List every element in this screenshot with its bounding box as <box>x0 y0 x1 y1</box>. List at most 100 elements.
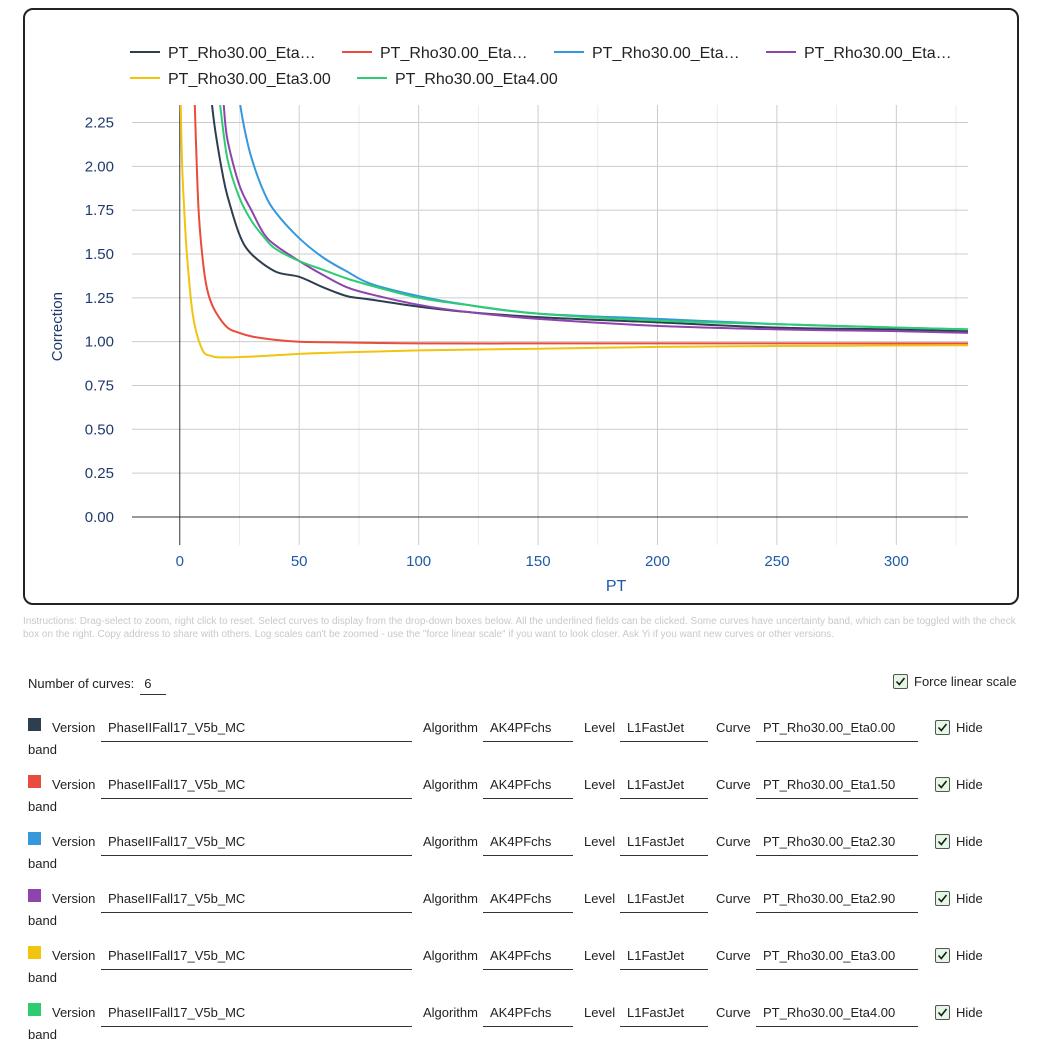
y-tick-label: 1.25 <box>85 290 114 307</box>
hide-band-toggle[interactable]: Hide <box>935 1005 983 1020</box>
hide-band-checkbox[interactable] <box>935 777 950 792</box>
version-label: Version <box>52 777 96 792</box>
level-select[interactable]: L1FastJet <box>620 777 708 799</box>
instructions-text: Instructions: Drag-select to zoom, right… <box>23 616 1016 640</box>
level-select[interactable]: L1FastJet <box>620 834 708 856</box>
hide-band-checkbox[interactable] <box>935 891 950 906</box>
algorithm-select[interactable]: AK4PFchs <box>483 777 573 799</box>
x-tick-label: 50 <box>291 553 308 570</box>
curve-color-swatch <box>28 889 41 902</box>
hide-label: Hide <box>956 777 983 792</box>
y-tick-label: 1.00 <box>85 334 114 351</box>
correction-chart[interactable]: 0 50 100 150 200 250 300 0.00 0.25 0.50 0.75 1.00 1.… <box>25 10 1019 605</box>
hide-band-toggle[interactable]: Hide <box>935 891 983 906</box>
level-select[interactable]: L1FastJet <box>620 891 708 913</box>
series-line-1 <box>211 105 968 333</box>
legend-label: PT_Rho30.00_Eta4.00 <box>395 71 558 88</box>
series-line-2 <box>193 105 968 345</box>
x-axis-label: PT <box>606 578 627 595</box>
y-tick-label: 1.50 <box>85 246 114 263</box>
band-label: band <box>28 742 57 757</box>
curve-select[interactable]: PT_Rho30.00_Eta3.00 <box>756 948 918 970</box>
level-label: Level <box>584 720 616 735</box>
algorithm-label: Algorithm <box>423 948 478 963</box>
curve-row: Version PhaseIIFall17_V5b_MC Algorithm AK4P… <box>28 832 1028 872</box>
x-tick-label: 300 <box>884 553 909 570</box>
force-linear-checkbox[interactable] <box>893 674 908 689</box>
hide-label: Hide <box>956 948 983 963</box>
algorithm-label: Algorithm <box>423 891 478 906</box>
hide-band-toggle[interactable]: Hide <box>935 777 983 792</box>
hide-band-checkbox[interactable] <box>935 834 950 849</box>
band-label: band <box>28 856 57 871</box>
level-select[interactable]: L1FastJet <box>620 1005 708 1027</box>
curve-label: Curve <box>716 891 751 906</box>
curve-select[interactable]: PT_Rho30.00_Eta2.30 <box>756 834 918 856</box>
y-tick-label: 0.00 <box>85 509 114 526</box>
algorithm-label: Algorithm <box>423 777 478 792</box>
level-label: Level <box>584 777 616 792</box>
level-select[interactable]: L1FastJet <box>620 948 708 970</box>
version-select[interactable]: PhaseIIFall17_V5b_MC <box>101 1005 412 1027</box>
y-tick-label: 0.25 <box>85 465 114 482</box>
version-label: Version <box>52 834 96 849</box>
x-tick-label: 100 <box>406 553 431 570</box>
curve-select[interactable]: PT_Rho30.00_Eta1.50 <box>756 777 918 799</box>
version-label: Version <box>52 1005 96 1020</box>
y-tick-label: 1.75 <box>85 202 114 219</box>
hide-band-checkbox[interactable] <box>935 948 950 963</box>
checkmark-icon <box>937 723 948 732</box>
hide-band-checkbox[interactable] <box>935 720 950 735</box>
hide-label: Hide <box>956 720 983 735</box>
algorithm-label: Algorithm <box>423 834 478 849</box>
checkmark-icon <box>937 951 948 960</box>
curve-count-select[interactable]: 6 <box>140 676 167 695</box>
curve-color-swatch <box>28 832 41 845</box>
curve-label: Curve <box>716 1005 751 1020</box>
curve-label: Curve <box>716 834 751 849</box>
version-label: Version <box>52 720 96 735</box>
curve-select[interactable]: PT_Rho30.00_Eta2.90 <box>756 891 918 913</box>
legend-label: PT_Rho30.00_Eta… <box>380 45 528 62</box>
version-select[interactable]: PhaseIIFall17_V5b_MC <box>101 891 412 913</box>
curve-color-swatch <box>28 946 41 959</box>
x-tick-label: 0 <box>176 553 184 570</box>
algorithm-select[interactable]: AK4PFchs <box>483 834 573 856</box>
curve-label: Curve <box>716 777 751 792</box>
curve-count-label: Number of curves: <box>28 676 135 691</box>
checkmark-icon <box>937 1008 948 1017</box>
version-select[interactable]: PhaseIIFall17_V5b_MC <box>101 777 412 799</box>
algorithm-select[interactable]: AK4PFchs <box>483 720 573 742</box>
hide-label: Hide <box>956 1005 983 1020</box>
level-select[interactable]: L1FastJet <box>620 720 708 742</box>
hide-band-toggle[interactable]: Hide <box>935 834 983 849</box>
curve-label: Curve <box>716 948 751 963</box>
curve-count-control: Number of curves: 6 <box>28 676 167 695</box>
algorithm-select[interactable]: AK4PFchs <box>483 891 573 913</box>
curve-select[interactable]: PT_Rho30.00_Eta4.00 <box>756 1005 918 1027</box>
force-linear-label: Force linear scale <box>914 674 1017 689</box>
legend-label: PT_Rho30.00_Eta… <box>592 45 740 62</box>
algorithm-label: Algorithm <box>423 1005 478 1020</box>
band-label: band <box>28 799 57 814</box>
version-select[interactable]: PhaseIIFall17_V5b_MC <box>101 948 412 970</box>
band-label: band <box>28 970 57 985</box>
band-label: band <box>28 1027 57 1042</box>
chart-panel[interactable]: 0 50 100 150 200 250 300 0.00 0.25 0.50 0.75 1.00 1.… <box>23 8 1019 605</box>
y-tick-label: 2.25 <box>85 115 114 132</box>
version-select[interactable]: PhaseIIFall17_V5b_MC <box>101 720 412 742</box>
algorithm-select[interactable]: AK4PFchs <box>483 1005 573 1027</box>
hide-band-checkbox[interactable] <box>935 1005 950 1020</box>
version-select[interactable]: PhaseIIFall17_V5b_MC <box>101 834 412 856</box>
curve-select[interactable]: PT_Rho30.00_Eta0.00 <box>756 720 918 742</box>
hide-band-toggle[interactable]: Hide <box>935 948 983 963</box>
hide-band-toggle[interactable]: Hide <box>935 720 983 735</box>
series-line-6 <box>219 105 968 331</box>
curve-color-swatch <box>28 1003 41 1016</box>
algorithm-select[interactable]: AK4PFchs <box>483 948 573 970</box>
checkmark-icon <box>895 677 906 686</box>
curve-row: Version PhaseIIFall17_V5b_MC Algorithm AK4P… <box>28 1003 1028 1043</box>
hide-label: Hide <box>956 891 983 906</box>
force-linear-toggle[interactable]: Force linear scale <box>893 674 1017 689</box>
curve-color-swatch <box>28 775 41 788</box>
